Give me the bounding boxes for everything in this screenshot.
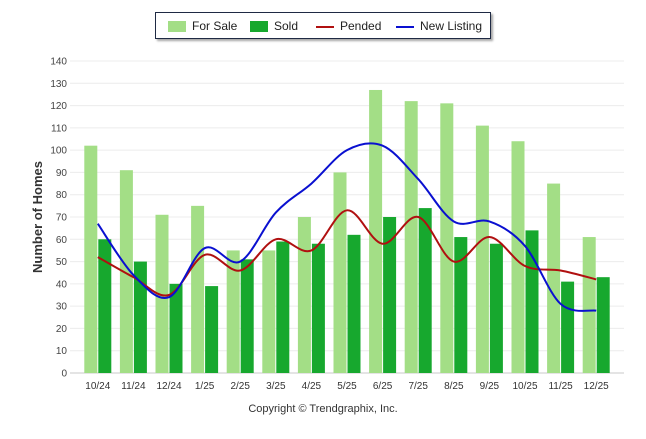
y-tick-label: 100 [50,146,67,157]
x-tick-label: 10/24 [85,381,110,392]
line-new-listing [96,142,597,312]
x-tick-label: 11/24 [121,381,146,392]
y-tick-label: 120 [50,101,67,112]
y-tick-label: 30 [56,302,68,313]
legend-swatch-for-sale [168,21,186,32]
bar-sold [240,259,254,373]
bar-for-sale [119,170,133,373]
y-tick-label: 110 [51,123,67,134]
y-tick-label: 90 [56,168,68,179]
bar-for-sale [191,205,205,373]
x-tick-label: 2/25 [230,381,250,392]
bar-for-sale [511,141,525,373]
legend-label-new-listing: New Listing [420,19,483,33]
bar-for-sale [475,125,489,373]
x-tick-label: 4/25 [302,381,322,392]
bar-sold [383,217,397,373]
y-tick-label: 50 [56,257,68,268]
y-tick-label: 80 [56,190,68,201]
legend-swatch-new-listing [396,26,414,28]
bar-for-sale [582,237,596,373]
y-tick-label: 40 [56,279,68,290]
bar-for-sale [440,103,454,373]
x-tick-labels: 10/24 11/24 12/24 1/25 2/25 3/25 4/25 5/25 6/25 7… [85,381,609,392]
y-tick-labels: 0 10 20 30 40 50 60 70 80 90 100 110 120 130 140 [50,57,67,380]
bar-for-sale [333,172,347,373]
bar-for-sale [262,250,276,373]
x-tick-label: 3/25 [266,381,286,392]
legend: For Sale Sold Pended New Listing [155,12,491,39]
y-tick-label: 130 [50,79,67,90]
bar-sold [489,243,503,373]
bar-sold [418,208,432,373]
bar-for-sale [547,183,561,373]
bar-for-sale [155,214,169,373]
bar-sold [133,261,147,373]
y-axis-label: Number of Homes [30,161,45,273]
bar-for-sale [84,145,98,373]
bar-sold [454,237,468,373]
bar-sold [596,277,610,373]
bar-sold [347,234,361,373]
y-tick-label: 0 [61,369,67,380]
x-tick-label: 11/25 [548,381,573,392]
y-tick-label: 60 [56,235,68,246]
x-tick-label: 12/24 [156,381,181,392]
y-tick-label: 140 [50,57,67,68]
y-tick-label: 10 [56,346,68,357]
lines [96,142,597,312]
bar-sold [205,286,219,373]
x-tick-label: 8/25 [444,381,464,392]
y-tick-label: 70 [56,213,68,224]
legend-label-pended: Pended [340,19,382,33]
legend-label-sold: Sold [274,19,299,33]
x-tick-label: 12/25 [584,381,609,392]
bar-for-sale [404,101,418,373]
copyright-text: Copyright © Trendgraphix, Inc. [248,403,398,415]
legend-label-for-sale: For Sale [192,19,238,33]
bar-sold [525,230,539,373]
bars [84,89,610,373]
x-tick-label: 1/25 [195,381,215,392]
bar-sold [311,243,325,373]
bar-for-sale [297,217,311,373]
x-tick-label: 10/25 [512,381,537,392]
bar-sold [276,241,290,373]
bar-sold [98,239,112,373]
x-tick-label: 6/25 [373,381,393,392]
x-tick-label: 5/25 [337,381,357,392]
legend-swatch-sold [250,21,268,32]
bar-sold [169,283,183,373]
bar-for-sale [226,250,240,373]
y-tick-label: 20 [56,324,68,335]
legend-swatch-pended [316,26,334,28]
grid-lines [70,60,624,374]
x-tick-label: 9/25 [480,381,500,392]
x-tick-label: 7/25 [408,381,428,392]
bar-sold [561,281,575,373]
bar-for-sale [369,89,383,373]
